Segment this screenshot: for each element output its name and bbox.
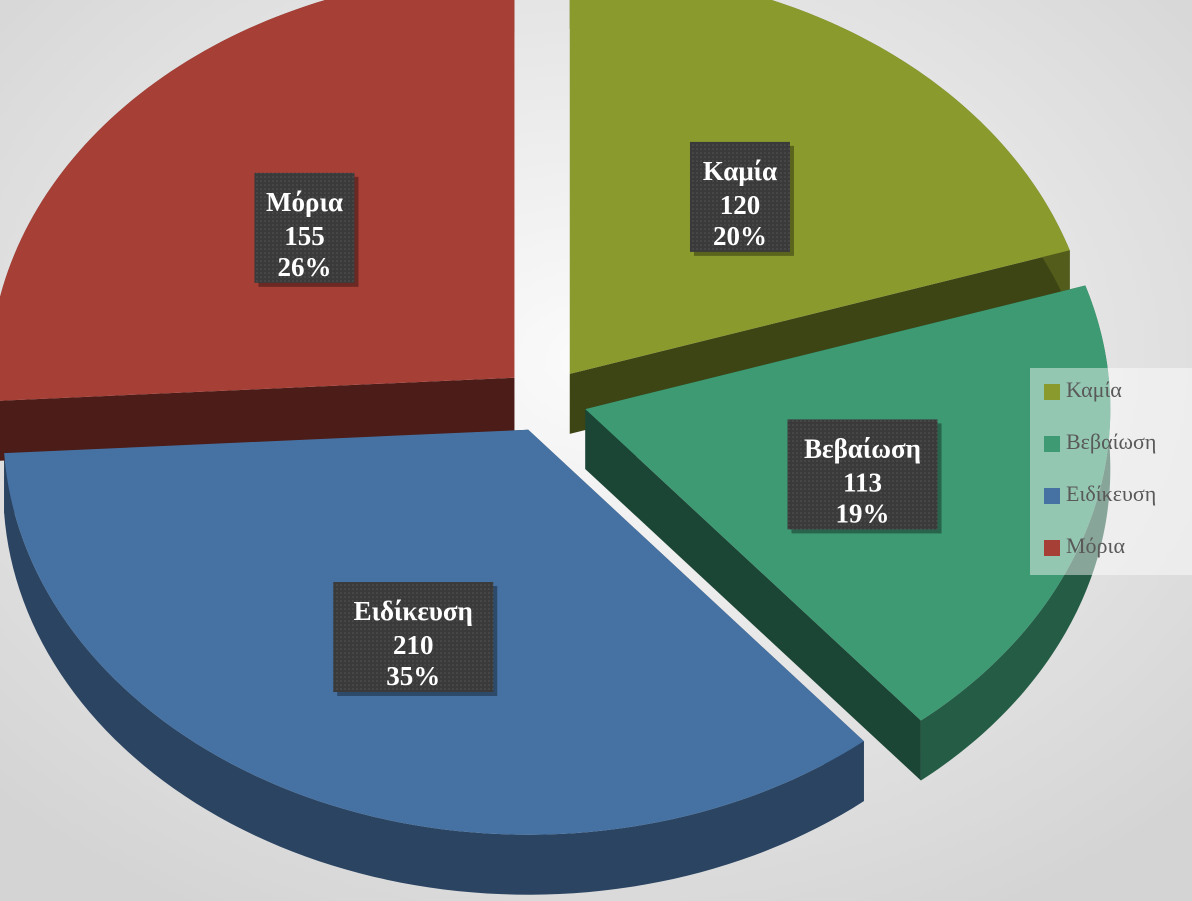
data-label-box [787, 419, 938, 530]
legend-swatch [1044, 488, 1060, 504]
data-label-percent: 20% [713, 221, 767, 251]
data-label-box [254, 172, 355, 283]
data-label-value: 113 [843, 468, 882, 498]
data-label-percent: 35% [386, 661, 440, 691]
legend-swatch [1044, 436, 1060, 452]
data-label-name: Μόρια [266, 187, 343, 217]
data-label-percent: 26% [277, 252, 331, 282]
slice-side [4, 453, 864, 895]
data-label-name: Βεβαίωση [804, 434, 921, 464]
data-label-name: Ειδίκευση [354, 596, 473, 626]
legend-swatch [1044, 384, 1060, 400]
slice [569, 0, 1070, 374]
data-label-box [689, 141, 790, 252]
data-label-box [333, 582, 494, 693]
data-label-percent: 19% [836, 499, 890, 529]
data-label-value: 120 [720, 190, 761, 220]
data-label-value: 210 [393, 630, 434, 660]
legend-label: Μόρια [1066, 533, 1125, 558]
data-label-value: 155 [284, 221, 325, 251]
slice-wall [585, 409, 921, 781]
legend-label: Καμία [1066, 377, 1122, 402]
data-label-name: Καμία [703, 156, 777, 186]
legend-swatch [1044, 540, 1060, 556]
legend-label: Βεβαίωση [1066, 429, 1156, 454]
legend-label: Ειδίκευση [1066, 481, 1156, 506]
